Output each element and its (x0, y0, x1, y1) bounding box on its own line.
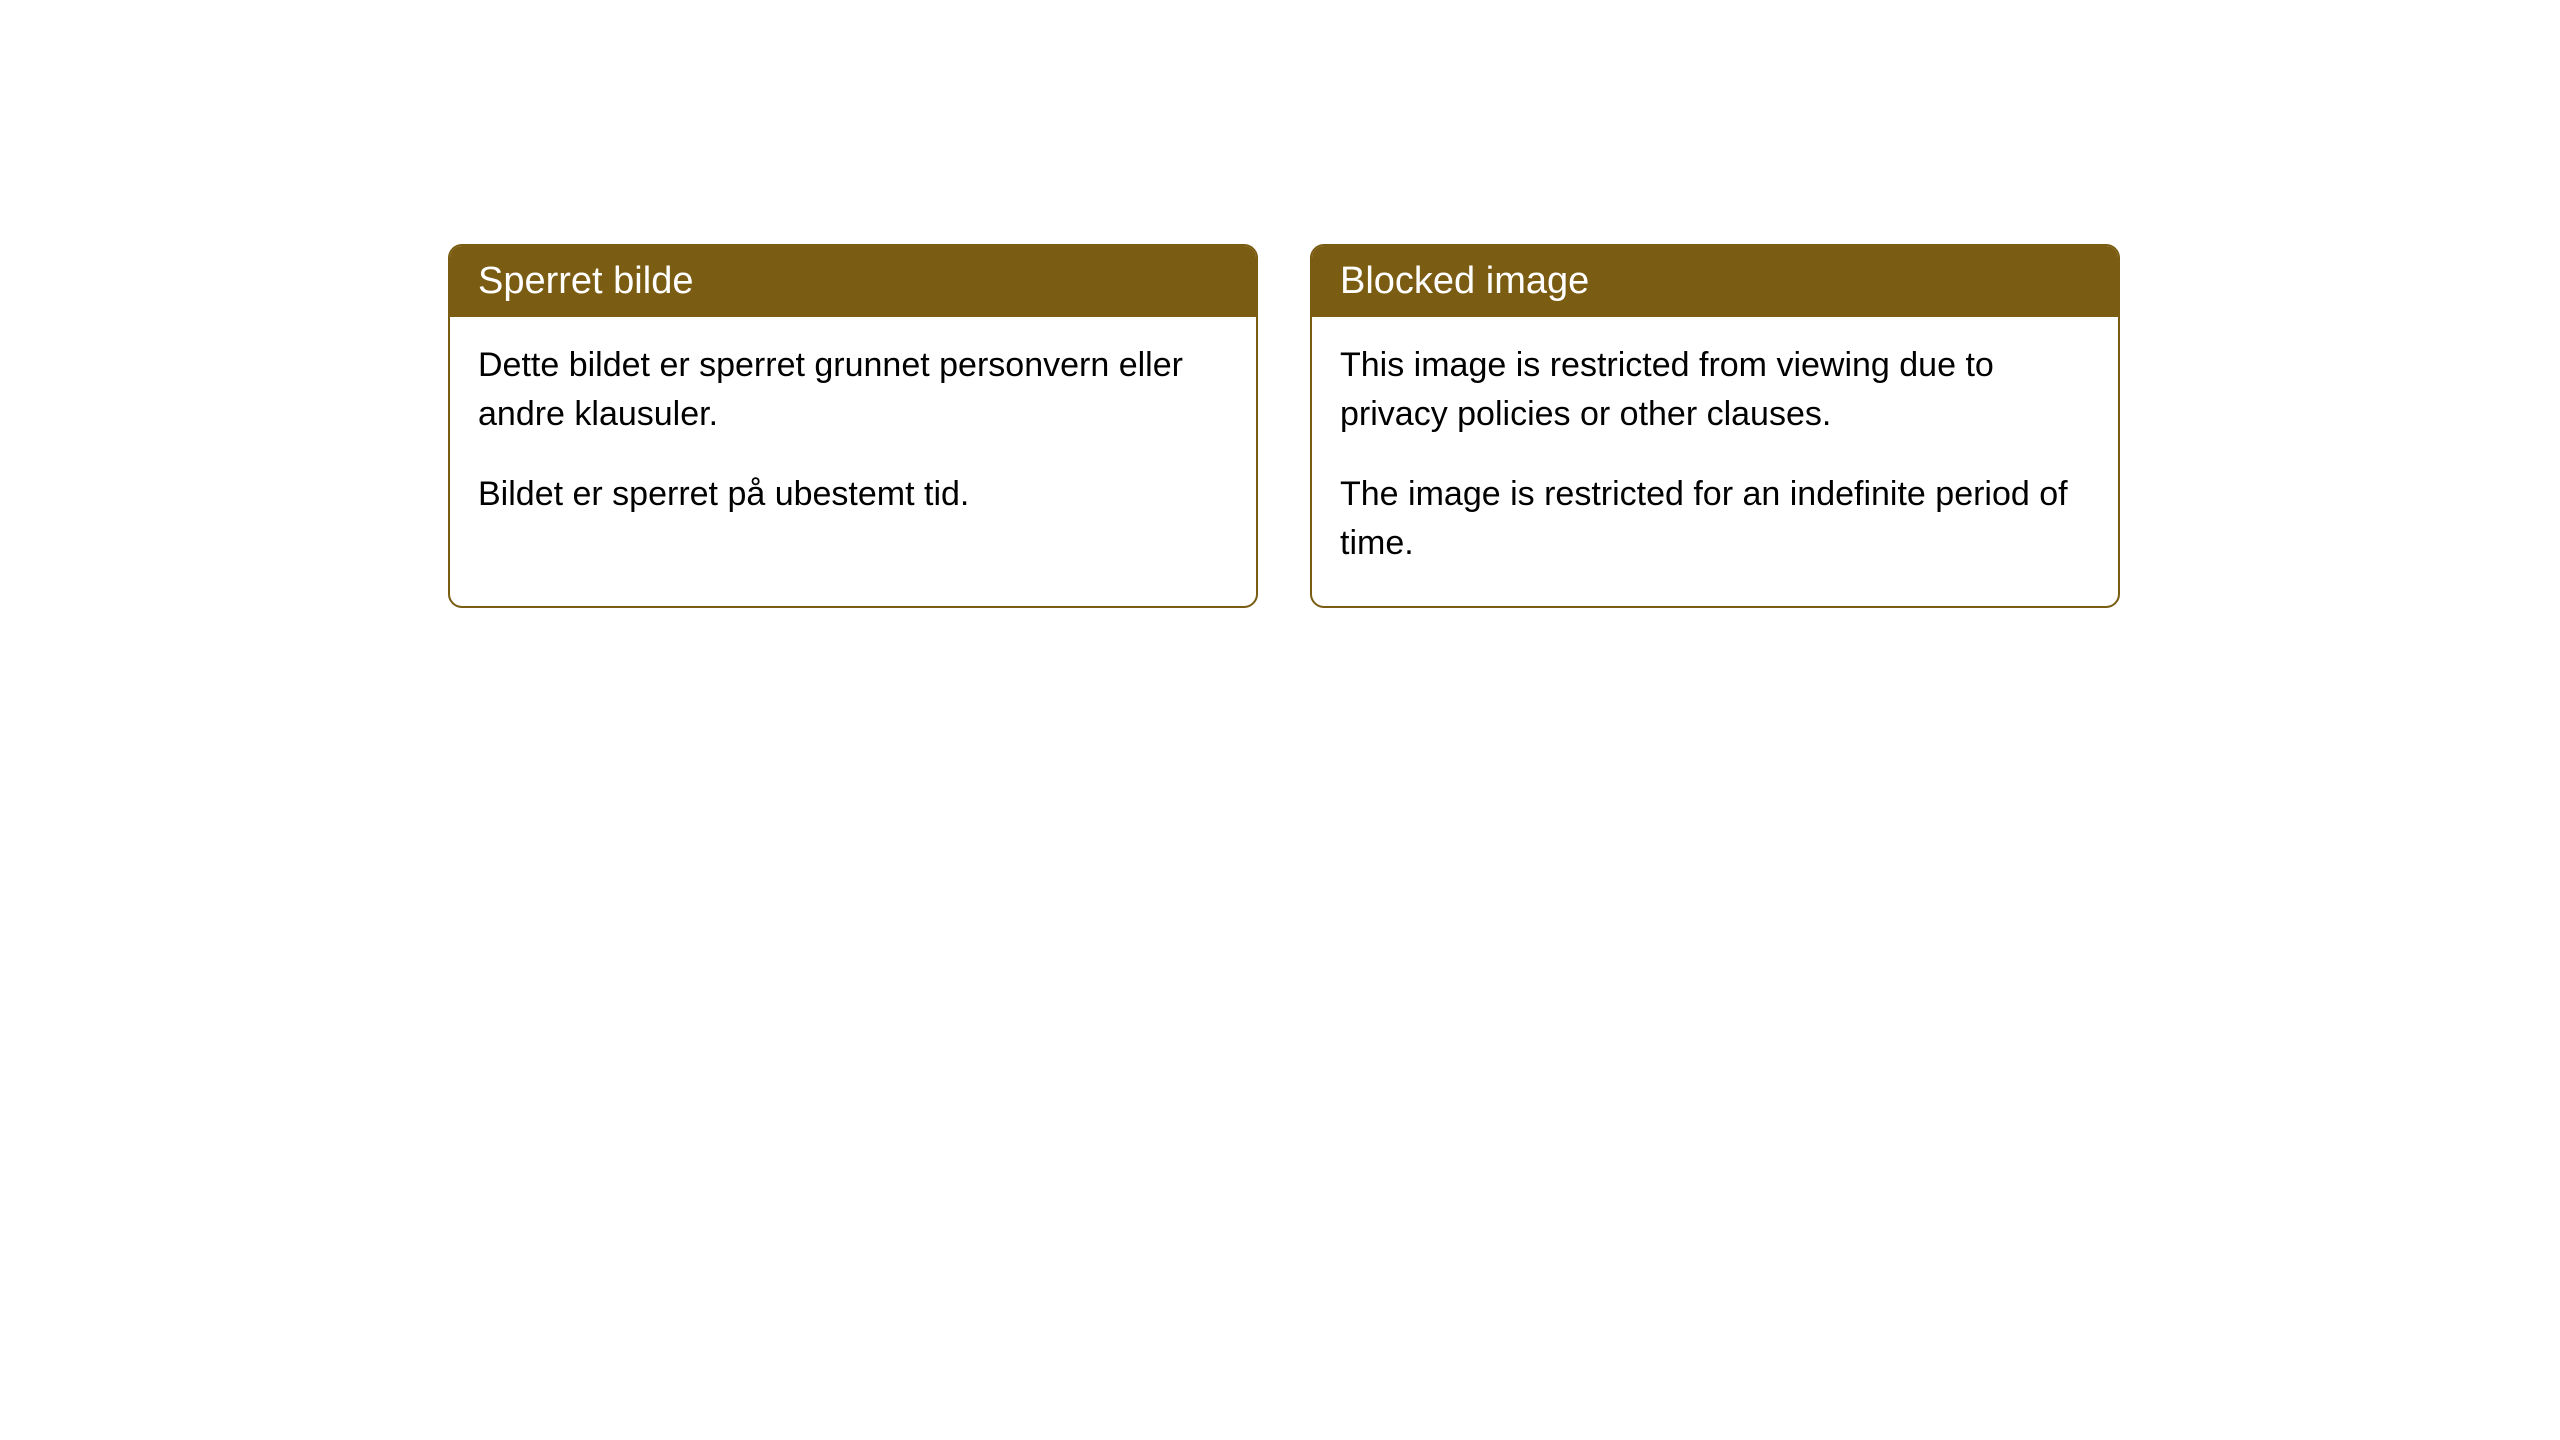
card-body: Dette bildet er sperret grunnet personve… (450, 317, 1256, 557)
blocked-image-card-norwegian: Sperret bilde Dette bildet er sperret gr… (448, 244, 1258, 608)
card-paragraph: This image is restricted from viewing du… (1340, 341, 2090, 440)
card-paragraph: The image is restricted for an indefinit… (1340, 470, 2090, 569)
card-title: Sperret bilde (478, 260, 693, 302)
card-title: Blocked image (1340, 260, 1589, 302)
blocked-image-card-english: Blocked image This image is restricted f… (1310, 244, 2120, 608)
card-body: This image is restricted from viewing du… (1312, 317, 2118, 606)
card-paragraph: Bildet er sperret på ubestemt tid. (478, 470, 1228, 519)
card-paragraph: Dette bildet er sperret grunnet personve… (478, 341, 1228, 440)
card-header: Blocked image (1312, 246, 2118, 317)
cards-container: Sperret bilde Dette bildet er sperret gr… (448, 244, 2120, 608)
card-header: Sperret bilde (450, 246, 1256, 317)
